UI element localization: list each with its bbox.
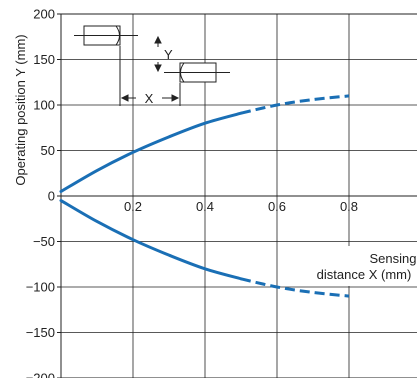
y-tick-label: −100	[26, 280, 55, 295]
x-tick-label: 0.4	[196, 199, 214, 214]
lower-curve-solid	[59, 199, 243, 281]
tick-labels: 0.20.40.60.81200150100500−50−100−150−200	[26, 7, 358, 378]
inset-y-label: Y	[164, 47, 173, 62]
sensor-position-diagram	[74, 25, 230, 106]
y-axis-label: Operating position Y (mm)	[13, 34, 28, 185]
y-arrow-top	[154, 35, 162, 44]
x-arrow-left	[120, 94, 129, 102]
upper-curve-dashed	[240, 94, 350, 115]
x-tick-label: 0.2	[124, 199, 142, 214]
y-tick-label: 0	[48, 189, 55, 204]
upper-curve-solid	[59, 111, 243, 193]
series-layer	[59, 94, 350, 298]
x-tick-label: 0.6	[268, 199, 286, 214]
y-tick-label: 100	[33, 98, 55, 113]
y-arrow-bottom	[154, 64, 162, 73]
y-tick-label: −150	[26, 325, 55, 340]
y-tick-label: −200	[26, 371, 55, 378]
x-arrow-right	[171, 94, 180, 102]
y-tick-label: 200	[33, 7, 55, 22]
y-tick-label: 150	[33, 52, 55, 67]
y-tick-label: 50	[41, 143, 55, 158]
lower-curve-dashed	[240, 277, 350, 298]
x-axis-label-line1: Sensing	[370, 251, 417, 266]
grid	[57, 13, 417, 378]
y-tick-label: −50	[33, 234, 55, 249]
x-axis-label-line2: distance X (mm)	[317, 267, 412, 282]
inset-x-label: X	[145, 91, 154, 106]
x-axis-label-background	[296, 246, 417, 286]
x-tick-label: 0.8	[340, 199, 358, 214]
